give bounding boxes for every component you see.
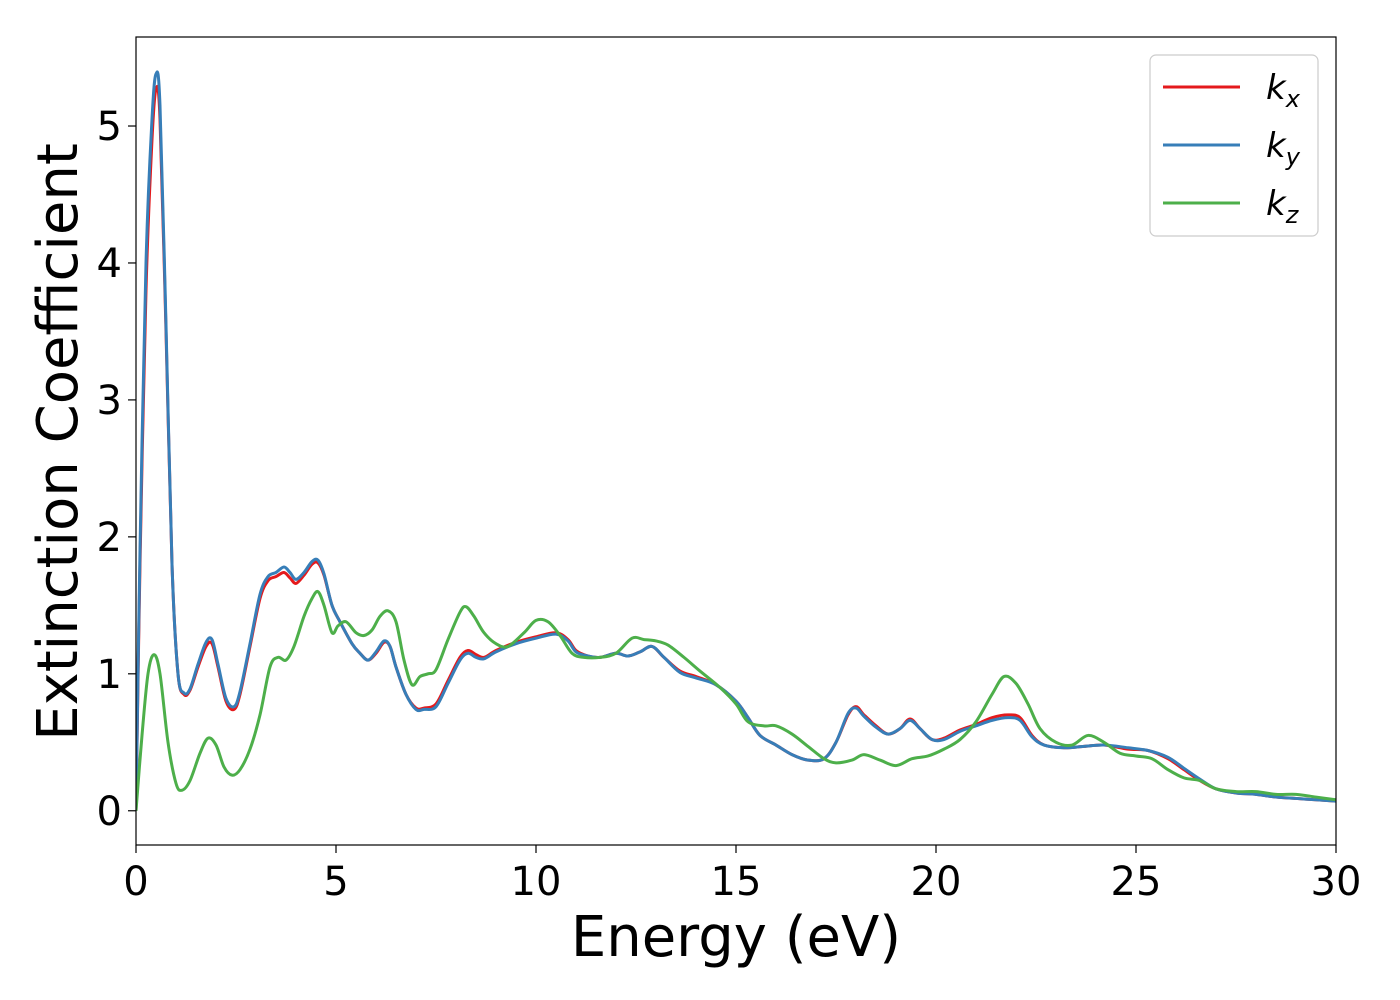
x-tick-label: 10 (511, 859, 562, 905)
x-tick-label: 5 (323, 859, 348, 905)
y-tick-label: 1 (97, 652, 122, 698)
x-tick-label: 25 (1111, 859, 1162, 905)
y-axis-label: Extinction Coefficient (26, 143, 91, 741)
legend-label-kx: kx (1266, 68, 1301, 113)
y-tick-label: 4 (97, 241, 122, 287)
x-tick-label: 15 (711, 859, 762, 905)
x-tick-label: 30 (1311, 859, 1362, 905)
series-line-kz (136, 589, 1336, 811)
x-axis-label: Energy (eV) (571, 905, 901, 970)
series-line-ky (136, 70, 1336, 811)
y-tick-label: 2 (97, 515, 122, 561)
y-tick-label: 0 (97, 789, 122, 835)
x-tick-label: 20 (911, 859, 962, 905)
x-tick-label: 0 (123, 859, 148, 905)
y-tick-label: 5 (97, 104, 122, 150)
y-tick-label: 3 (97, 378, 122, 424)
axis-ticks: 0 5 10 15 20 25 30 0 1 2 3 4 5 (97, 104, 1362, 905)
